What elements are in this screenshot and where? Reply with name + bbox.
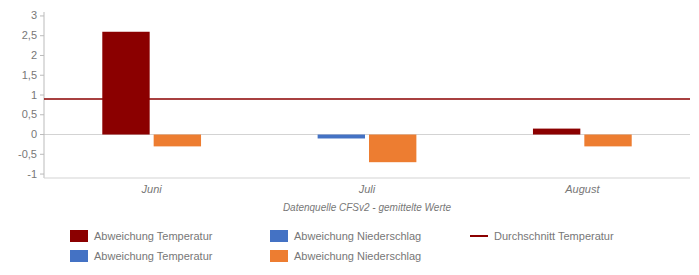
y-tick-label: 0 bbox=[31, 128, 37, 140]
bar bbox=[318, 135, 365, 139]
legend-swatch bbox=[70, 250, 88, 262]
legend-label: Durchschnitt Temperatur bbox=[494, 230, 614, 242]
y-tick-label: 2 bbox=[31, 49, 37, 61]
legend-label: Abweichung Temperatur bbox=[94, 250, 213, 262]
bar bbox=[533, 129, 580, 135]
legend-swatch bbox=[70, 230, 88, 242]
bar bbox=[369, 135, 416, 163]
bar bbox=[154, 135, 201, 147]
y-tick bbox=[40, 154, 44, 155]
y-tick-label: 1 bbox=[31, 89, 37, 101]
x-tick-label: Juni bbox=[141, 183, 163, 195]
legend-swatch bbox=[270, 230, 288, 242]
footnote: Datenquelle CFSv2 - gemittelte Werte bbox=[283, 202, 452, 213]
bar bbox=[584, 135, 631, 147]
y-tick bbox=[40, 35, 44, 36]
y-tick bbox=[40, 95, 44, 96]
legend-swatch bbox=[470, 235, 488, 237]
y-tick-label: -1 bbox=[27, 168, 37, 180]
chart-container: -1 -0,5 0 0,5 1 1,5 2 2,5 3 Juni Juli August Datenqu… bbox=[0, 0, 699, 275]
legend-label: Abweichung Temperatur bbox=[94, 230, 213, 242]
average-line bbox=[44, 98, 690, 100]
y-tick bbox=[40, 174, 44, 175]
legend: Abweichung Temperatur Abweichung Niedersc… bbox=[70, 230, 614, 262]
x-tick-label: Juli bbox=[358, 183, 376, 195]
x-axis: Juni Juli August bbox=[141, 183, 601, 195]
bar-series bbox=[102, 32, 580, 139]
chart: -1 -0,5 0 0,5 1 1,5 2 2,5 3 Juni Juli August Datenqu… bbox=[0, 0, 699, 275]
y-tick bbox=[40, 55, 44, 56]
y-tick bbox=[40, 75, 44, 76]
y-tick bbox=[40, 15, 44, 16]
x-tick-label: August bbox=[564, 183, 600, 195]
x-axis-line bbox=[44, 178, 690, 179]
y-tick-label: 0,5 bbox=[22, 108, 37, 120]
legend-label: Abweichung Niederschlag bbox=[294, 230, 421, 242]
plot-area bbox=[44, 32, 690, 162]
y-tick-label: -0,5 bbox=[18, 148, 37, 160]
y-axis-line bbox=[44, 12, 45, 178]
y-tick bbox=[40, 114, 44, 115]
bar-series bbox=[154, 135, 632, 163]
y-tick bbox=[40, 134, 44, 135]
legend-label: Abweichung Niederschlag bbox=[294, 250, 421, 262]
y-axis: -1 -0,5 0 0,5 1 1,5 2 2,5 3 bbox=[18, 9, 690, 179]
y-tick-label: 3 bbox=[31, 9, 37, 21]
legend-swatch bbox=[270, 250, 288, 262]
y-tick-label: 1,5 bbox=[22, 69, 37, 81]
bar bbox=[102, 32, 149, 135]
y-tick-label: 2,5 bbox=[22, 29, 37, 41]
